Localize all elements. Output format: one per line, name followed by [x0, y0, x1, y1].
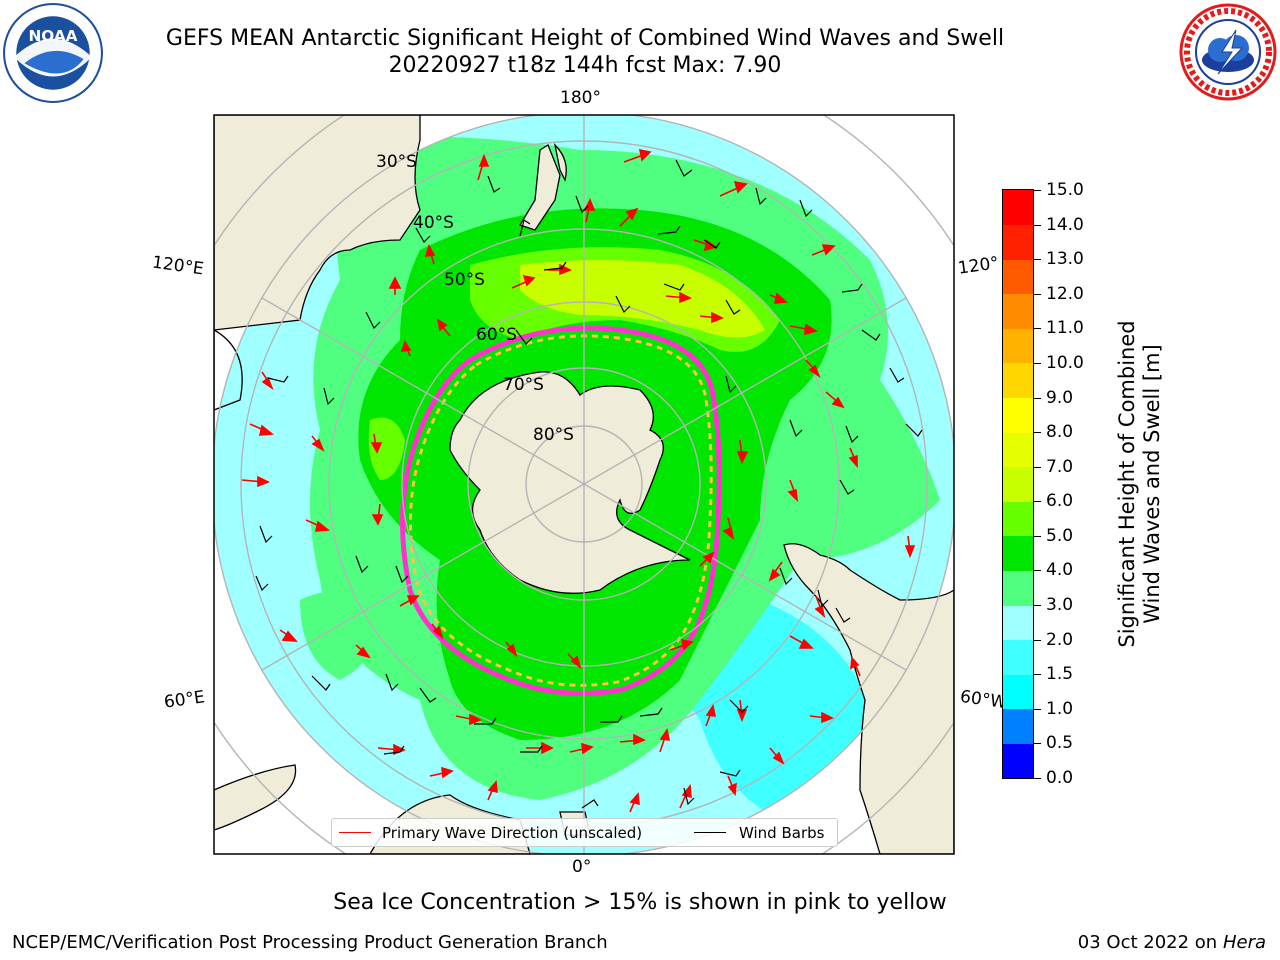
colorbar-tick-label: 13.0 — [1046, 249, 1084, 270]
colorbar-segment — [1003, 293, 1033, 329]
wind-barbs — [255, 159, 923, 809]
wind-barbs-legend-swatch — [694, 832, 726, 833]
colorbar-tick-mark — [1034, 466, 1041, 468]
wave-direction-legend-label: Primary Wave Direction (unscaled) — [382, 824, 643, 842]
colorbar-segment — [1003, 328, 1033, 364]
colorbar-tick-label: 12.0 — [1046, 283, 1084, 304]
colorbar-title: Significant Height of Combined Wind Wave… — [1115, 204, 1165, 764]
colorbar-tick-label: 0.0 — [1046, 768, 1074, 788]
colorbar-tick-label: 9.0 — [1046, 387, 1074, 408]
footer-credit: NCEP/EMC/Verification Post Processing Pr… — [12, 932, 608, 953]
colorbar-segment — [1003, 466, 1033, 502]
colorbar-tick-mark — [1034, 328, 1041, 330]
sea-ice-ring — [400, 325, 722, 696]
colorbar-tick-label: 14.0 — [1046, 214, 1084, 235]
land-masses — [214, 115, 954, 854]
colorbar-tick-mark — [1034, 778, 1041, 779]
colorbar-segment — [1003, 259, 1033, 295]
lat-label-80s: 80°S — [533, 425, 574, 445]
lat-label-60s: 60°S — [476, 325, 517, 345]
colorbar-tick-label: 15.0 — [1046, 180, 1084, 200]
lat-label-30s: 30°S — [376, 152, 417, 172]
map-frame — [213, 114, 955, 855]
colorbar-tick-label: 1.5 — [1046, 664, 1074, 685]
colorbar-tick-label: 8.0 — [1046, 422, 1074, 443]
colorbar-tick-mark — [1034, 432, 1041, 434]
colorbar-tick-mark — [1034, 674, 1041, 676]
colorbar-tick-mark — [1034, 259, 1041, 261]
colorbar-tick-label: 4.0 — [1046, 560, 1074, 581]
footer-date-text: 03 Oct 2022 on — [1077, 932, 1223, 953]
colorbar-tick-mark — [1034, 224, 1041, 226]
colorbar-tick-mark — [1034, 570, 1041, 572]
colorbar-tick-mark — [1034, 605, 1041, 607]
colorbar-segment — [1003, 362, 1033, 399]
lon-label-0: 0° — [572, 857, 592, 877]
wave-height-colorbar — [1002, 189, 1034, 779]
footer-date: 03 Oct 2022 on Hera — [1078, 932, 1266, 953]
colorbar-tick-mark — [1034, 397, 1041, 399]
colorbar-segment — [1003, 639, 1033, 675]
colorbar-tick-mark — [1034, 362, 1041, 364]
colorbar-segment — [1003, 570, 1033, 606]
colorbar-segment — [1003, 674, 1033, 710]
colorbar-tick-label: 11.0 — [1046, 318, 1084, 339]
colorbar-tick-mark — [1034, 708, 1041, 710]
colorbar-tick-label: 0.5 — [1046, 733, 1074, 754]
wave-direction-arrows — [241, 148, 916, 813]
noaa-logo-icon: NOAA — [3, 3, 103, 103]
colorbar-segment — [1003, 743, 1033, 779]
wind-barbs-legend-label: Wind Barbs — [739, 824, 825, 842]
colorbar-tick-label: 5.0 — [1046, 525, 1074, 546]
colorbar-tick-mark — [1034, 639, 1041, 641]
colorbar-segment — [1003, 190, 1033, 226]
colorbar-tick-mark — [1034, 535, 1041, 537]
graticule — [214, 115, 954, 854]
colorbar-title-line1: Significant Height of Combined — [1115, 320, 1139, 648]
colorbar-tick-label: 1.0 — [1046, 698, 1074, 719]
colorbar-segment — [1003, 397, 1033, 433]
colorbar-segment — [1003, 501, 1033, 537]
colorbar-tick-mark — [1034, 293, 1041, 295]
colorbar-segment — [1003, 224, 1033, 260]
chart-title: GEFS MEAN Antarctic Significant Height o… — [165, 26, 1005, 51]
lat-label-70s: 70°S — [503, 375, 544, 395]
noaa-logo-text: NOAA — [28, 27, 77, 45]
colorbar-segment — [1003, 535, 1033, 571]
nws-logo-icon — [1179, 3, 1277, 101]
colorbar-tick-mark — [1034, 743, 1041, 745]
colorbar-segment — [1003, 432, 1033, 468]
colorbar-tick-label: 7.0 — [1046, 456, 1074, 477]
colorbar-title-line2: Wind Waves and Swell [m] — [1140, 344, 1164, 624]
colorbar-tick-label: 2.0 — [1046, 629, 1074, 650]
chart-subtitle: 20220927 t18z 144h fcst Max: 7.90 — [388, 53, 782, 78]
sea-ice-note: Sea Ice Concentration > 15% is shown in … — [333, 890, 947, 915]
lat-label-40s: 40°S — [413, 213, 454, 233]
footer-host: Hera — [1222, 932, 1266, 953]
colorbar-tick-label: 6.0 — [1046, 491, 1074, 512]
colorbar-tick-mark — [1034, 501, 1041, 503]
colorbar-segment — [1003, 605, 1033, 641]
colorbar-tick-mark — [1034, 190, 1041, 191]
lon-label-180: 180° — [560, 88, 601, 108]
colorbar-tick-label: 3.0 — [1046, 595, 1074, 616]
colorbar-tick-label: 10.0 — [1046, 352, 1084, 373]
wave-direction-legend-swatch — [339, 832, 371, 833]
map-legend: Primary Wave Direction (unscaled) Wind B… — [331, 818, 838, 847]
lat-label-50s: 50°S — [444, 270, 485, 290]
colorbar-segment — [1003, 708, 1033, 744]
